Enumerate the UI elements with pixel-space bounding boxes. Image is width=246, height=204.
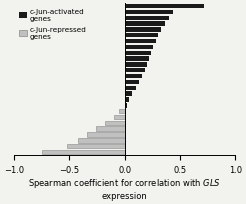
Bar bbox=[125, 104, 127, 108]
Bar bbox=[125, 40, 156, 44]
Bar bbox=[125, 45, 154, 50]
Bar bbox=[125, 11, 173, 15]
Bar bbox=[125, 57, 149, 62]
Bar bbox=[42, 150, 125, 154]
Bar bbox=[125, 69, 145, 73]
Bar bbox=[67, 144, 125, 149]
Bar bbox=[125, 51, 151, 56]
Bar bbox=[125, 98, 129, 102]
Bar bbox=[78, 139, 125, 143]
Bar bbox=[105, 121, 125, 125]
Bar bbox=[125, 86, 136, 91]
Bar bbox=[119, 109, 125, 114]
Bar bbox=[125, 34, 158, 38]
Bar bbox=[125, 17, 169, 21]
Bar bbox=[125, 75, 142, 79]
Bar bbox=[125, 80, 139, 85]
Legend: c-Jun-activated
genes, c-Jun-repressed
genes: c-Jun-activated genes, c-Jun-repressed g… bbox=[18, 8, 88, 42]
X-axis label: Spearman coefficient for correlation with $\it{GLS}$
expression: Spearman coefficient for correlation wit… bbox=[28, 177, 221, 200]
Bar bbox=[125, 5, 204, 9]
Bar bbox=[125, 22, 165, 27]
Bar bbox=[114, 115, 125, 120]
Bar bbox=[125, 28, 161, 32]
Bar bbox=[125, 92, 133, 96]
Bar bbox=[87, 133, 125, 137]
Bar bbox=[125, 63, 147, 67]
Bar bbox=[96, 127, 125, 131]
